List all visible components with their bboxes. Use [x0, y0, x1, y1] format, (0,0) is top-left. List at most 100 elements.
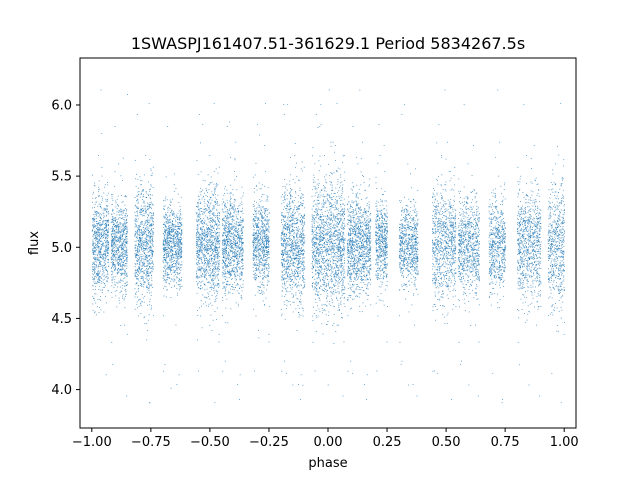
data-point	[438, 240, 440, 242]
data-point	[107, 222, 109, 223]
data-point	[551, 305, 553, 307]
data-point	[104, 285, 106, 287]
data-point	[115, 227, 117, 228]
data-point	[215, 261, 217, 262]
data-point	[181, 244, 183, 246]
data-point	[145, 230, 146, 232]
data-point	[150, 236, 151, 238]
data-point	[524, 274, 526, 276]
data-point	[143, 277, 145, 279]
data-point	[285, 221, 287, 223]
data-point	[164, 259, 166, 261]
data-point	[562, 233, 564, 235]
data-point	[316, 191, 318, 193]
data-point	[333, 343, 335, 344]
data-point	[149, 263, 151, 265]
data-point	[296, 235, 297, 237]
data-point	[537, 236, 539, 237]
data-point	[203, 253, 205, 255]
data-point	[171, 227, 173, 228]
data-point	[282, 254, 284, 256]
data-point	[255, 241, 256, 243]
data-point	[135, 256, 137, 258]
data-point	[408, 270, 410, 272]
data-point	[386, 221, 387, 222]
data-point	[404, 242, 405, 244]
data-point	[311, 223, 313, 225]
data-point	[100, 253, 102, 255]
data-point	[296, 220, 297, 221]
data-point	[463, 241, 465, 243]
data-point	[297, 264, 299, 266]
data-point	[106, 245, 107, 247]
data-point	[215, 296, 217, 298]
data-point	[213, 261, 214, 263]
data-point	[242, 238, 244, 239]
data-point	[530, 241, 532, 243]
data-point	[503, 279, 505, 281]
data-point	[281, 295, 283, 297]
data-point	[92, 242, 93, 244]
data-point	[169, 204, 171, 205]
data-point	[532, 209, 534, 211]
data-point	[234, 252, 236, 254]
data-point	[218, 262, 220, 264]
data-point	[101, 229, 103, 231]
data-point	[400, 259, 402, 261]
data-point	[204, 247, 206, 249]
data-point	[434, 239, 436, 241]
data-point	[139, 298, 141, 300]
data-point	[198, 251, 200, 253]
data-point	[122, 238, 124, 239]
data-point	[118, 249, 120, 251]
data-point	[338, 242, 340, 244]
data-point	[256, 237, 258, 239]
data-point	[401, 284, 403, 286]
data-point	[95, 249, 97, 251]
data-point	[352, 250, 354, 252]
data-point	[335, 199, 337, 200]
data-point	[101, 195, 103, 197]
data-point	[258, 330, 259, 331]
data-point	[452, 209, 454, 211]
data-point	[139, 241, 141, 243]
data-point	[126, 259, 128, 261]
data-point	[243, 242, 244, 243]
data-point	[141, 247, 142, 249]
data-point	[327, 275, 328, 277]
data-point	[143, 282, 145, 284]
data-point	[236, 247, 238, 249]
data-point	[295, 192, 297, 194]
data-point	[198, 281, 200, 282]
data-point	[285, 252, 287, 254]
data-point	[173, 241, 175, 243]
data-point	[351, 286, 353, 288]
data-point	[442, 305, 443, 307]
data-point	[354, 228, 356, 230]
data-point	[528, 286, 530, 288]
data-point	[141, 244, 143, 246]
data-point	[203, 283, 205, 285]
data-point	[299, 292, 300, 294]
data-point	[122, 234, 124, 235]
data-point	[466, 269, 468, 271]
data-point	[293, 261, 294, 263]
data-point	[117, 204, 118, 205]
data-point	[253, 277, 255, 279]
data-point	[357, 225, 359, 227]
data-point	[432, 251, 434, 253]
data-point	[342, 274, 344, 276]
data-point	[436, 278, 437, 280]
data-point	[336, 260, 338, 262]
data-point	[119, 265, 121, 267]
data-point	[147, 202, 148, 204]
data-point	[322, 262, 324, 264]
data-point	[366, 235, 368, 237]
data-point	[208, 211, 209, 213]
data-point	[353, 271, 355, 273]
data-point	[151, 251, 153, 253]
data-point	[382, 277, 384, 279]
data-point	[468, 248, 470, 250]
data-point	[520, 273, 522, 275]
data-point	[352, 126, 354, 127]
